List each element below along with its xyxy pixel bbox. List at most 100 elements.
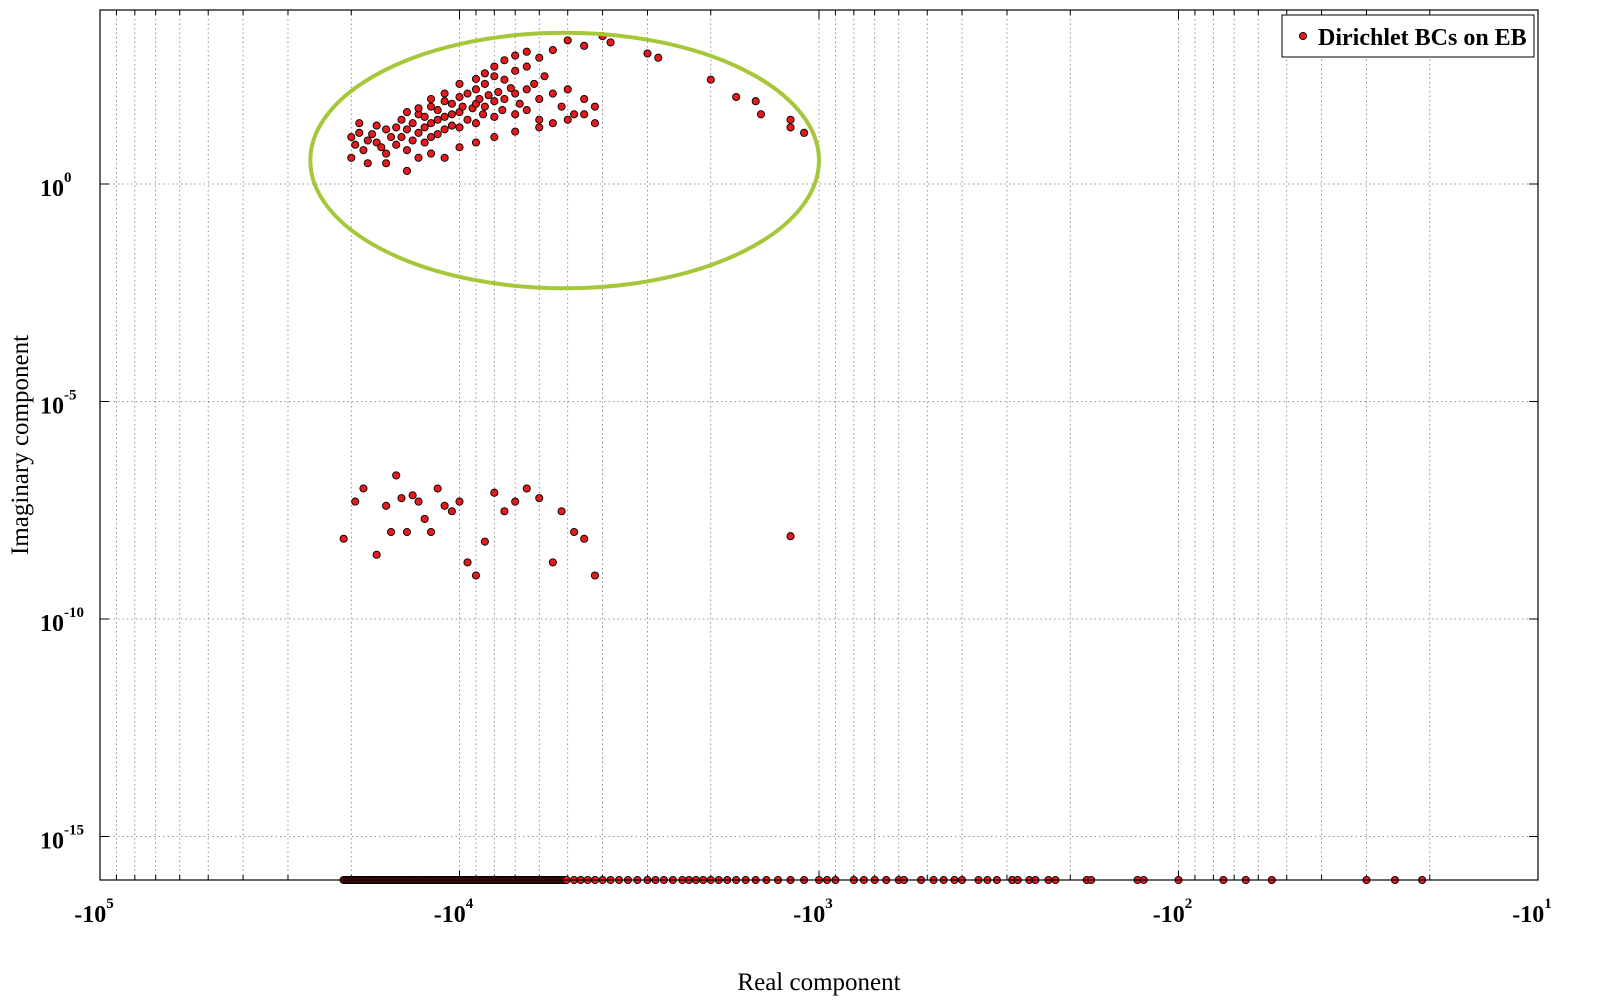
data-point xyxy=(490,97,499,106)
data-point xyxy=(347,133,356,142)
data-point xyxy=(557,507,566,516)
data-point xyxy=(351,497,360,506)
data-point xyxy=(355,128,364,137)
y-tick-label: 10-5 xyxy=(40,388,77,420)
data-point xyxy=(522,484,531,493)
data-point xyxy=(402,527,412,537)
data-point xyxy=(347,153,356,162)
x-axis-label: Real component xyxy=(737,969,900,996)
data-point xyxy=(471,119,480,128)
data-point xyxy=(511,66,520,75)
data-point xyxy=(522,85,531,94)
data-point xyxy=(440,89,449,98)
x-tick-label: -101 xyxy=(1512,896,1552,928)
data-point xyxy=(511,51,520,60)
data-point xyxy=(420,138,429,147)
data-point xyxy=(458,102,467,111)
data-point xyxy=(786,532,795,541)
data-point xyxy=(606,38,615,47)
data-point xyxy=(408,136,417,145)
data-point xyxy=(480,79,489,88)
data-point xyxy=(463,558,472,567)
legend-entry-label: Dirichlet BCs on EB xyxy=(1318,25,1527,51)
data-point xyxy=(500,75,509,84)
data-point xyxy=(506,84,515,93)
data-point xyxy=(522,106,531,115)
data-point xyxy=(490,62,499,71)
x-tick-label: -105 xyxy=(74,896,114,928)
data-point xyxy=(490,72,499,81)
data-point xyxy=(490,488,499,497)
data-point xyxy=(339,534,348,543)
data-point xyxy=(420,112,429,121)
data-point xyxy=(563,36,572,45)
data-point xyxy=(426,119,436,128)
data-point xyxy=(414,128,423,137)
data-point xyxy=(420,123,429,132)
data-point xyxy=(387,527,396,537)
data-point xyxy=(455,92,464,102)
data-point xyxy=(414,153,423,162)
data-point xyxy=(382,149,391,158)
data-point xyxy=(756,110,766,119)
data-point xyxy=(368,130,377,139)
y-axis-label: Imaginary component xyxy=(7,335,34,555)
data-point xyxy=(372,550,381,559)
data-point xyxy=(397,494,406,503)
data-point xyxy=(490,112,499,121)
data-point xyxy=(382,159,391,168)
data-point xyxy=(500,94,509,104)
legend-marker xyxy=(1298,31,1308,41)
x-tick-label: -103 xyxy=(793,896,833,928)
data-point xyxy=(590,102,599,111)
data-point xyxy=(382,501,391,510)
grid xyxy=(100,10,1539,880)
x-tick-label: -104 xyxy=(434,896,474,928)
data-point xyxy=(392,471,401,480)
data-point xyxy=(408,491,417,500)
data-point xyxy=(426,102,436,111)
data-point xyxy=(540,72,549,81)
data-point xyxy=(590,119,599,128)
legend: Dirichlet BCs on EB xyxy=(1281,14,1535,58)
data-point xyxy=(522,62,531,71)
data-point xyxy=(440,97,449,106)
y-tick-label: 10-10 xyxy=(40,605,84,637)
data-point xyxy=(392,123,401,132)
data-point xyxy=(548,558,557,567)
plot-frame xyxy=(99,9,1539,881)
data-point xyxy=(751,97,760,106)
data-point xyxy=(471,571,480,580)
data-point xyxy=(447,507,456,516)
data-point xyxy=(535,94,544,104)
data-point xyxy=(500,56,509,65)
data-point xyxy=(363,159,372,168)
data-point xyxy=(732,92,741,102)
data-point xyxy=(478,110,488,119)
data-point xyxy=(471,138,480,147)
data-point xyxy=(402,146,412,155)
data-point xyxy=(580,110,589,119)
x-tick-labels: -105 -104 -103 -102 -101 xyxy=(74,896,1552,928)
data-point xyxy=(511,127,520,136)
data-point xyxy=(654,53,663,62)
data-point xyxy=(484,91,493,100)
data-points xyxy=(339,32,1427,885)
data-point xyxy=(351,140,360,149)
data-point xyxy=(355,119,364,128)
data-point xyxy=(397,115,406,124)
data-point xyxy=(535,494,544,503)
data-point xyxy=(426,133,436,142)
data-point xyxy=(447,121,456,130)
data-point xyxy=(363,136,372,145)
data-point xyxy=(535,123,544,132)
data-point xyxy=(548,119,557,128)
data-point xyxy=(455,79,464,88)
data-point xyxy=(420,514,429,523)
data-point xyxy=(387,133,396,142)
data-point xyxy=(402,125,412,134)
x-tick-label: -102 xyxy=(1153,896,1193,928)
data-point xyxy=(500,507,509,516)
data-point xyxy=(570,527,579,537)
